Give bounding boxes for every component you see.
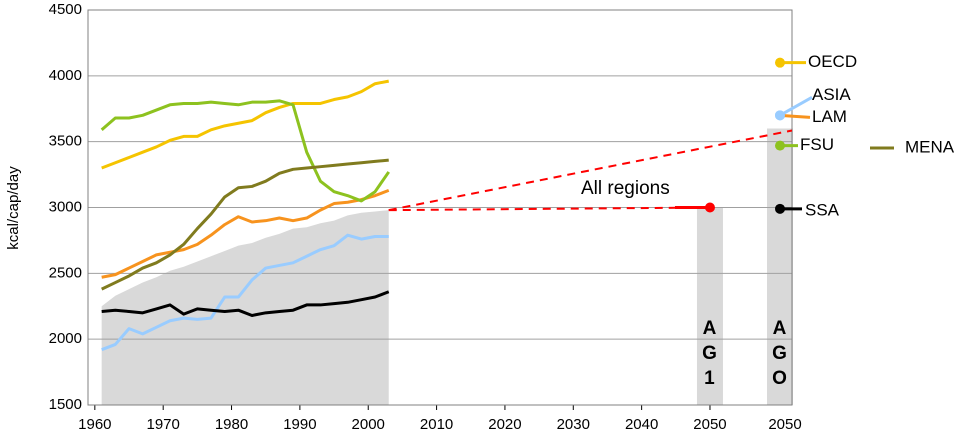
y-axis-label: kcal/cap/day [5,166,22,250]
series-line [101,188,390,279]
ago-bar [767,128,793,405]
legend-label: LAM [812,107,847,126]
y-tick-label: 4000 [49,67,82,84]
y-tick-label: 2500 [49,264,82,281]
projection-point [704,202,715,213]
x-tick-label: 2040 [625,416,658,433]
legend-label: OECD [808,52,857,71]
ago-point [775,57,785,68]
projection-dash [388,129,793,212]
x-tick-label: 2000 [352,416,385,433]
x-tick-label: 2020 [488,416,521,433]
x-tick-label: 2050 [768,416,801,433]
legend-label: ASIA [812,85,851,104]
x-tick-label: 1990 [283,416,316,433]
legend-line [779,96,813,117]
series-line [100,99,390,203]
series-line [101,290,390,317]
series-line [101,79,390,170]
projection-dash [388,206,710,212]
ago-point [775,110,785,121]
x-tick-label: 2010 [420,416,453,433]
y-tick-label: 1500 [49,396,82,413]
legend-label: MENA [905,137,955,156]
legend-label: FSU [800,135,834,154]
y-tick-label: 3000 [49,198,82,215]
ag1-bar [696,207,723,405]
y-tick-label: 3500 [49,133,82,150]
x-tick-label: 1960 [78,416,111,433]
world-area [101,210,389,405]
projection-label: All regions [581,178,670,199]
x-tick-label: 2050 [693,416,726,433]
legend-line [779,113,811,119]
series-line [101,158,389,291]
x-tick-label: 1980 [215,416,248,433]
y-tick-label: 4500 [49,1,82,18]
x-tick-label: 2030 [557,416,590,433]
ag1-label: AG1 [698,318,720,393]
ago-point [775,203,785,214]
y-tick-label: 2000 [49,330,82,347]
legend-label: SSA [805,200,840,219]
ago-point [775,140,785,151]
x-tick-label: 1970 [146,416,179,433]
series-line [101,233,389,352]
ago-label: AGO [769,318,790,393]
